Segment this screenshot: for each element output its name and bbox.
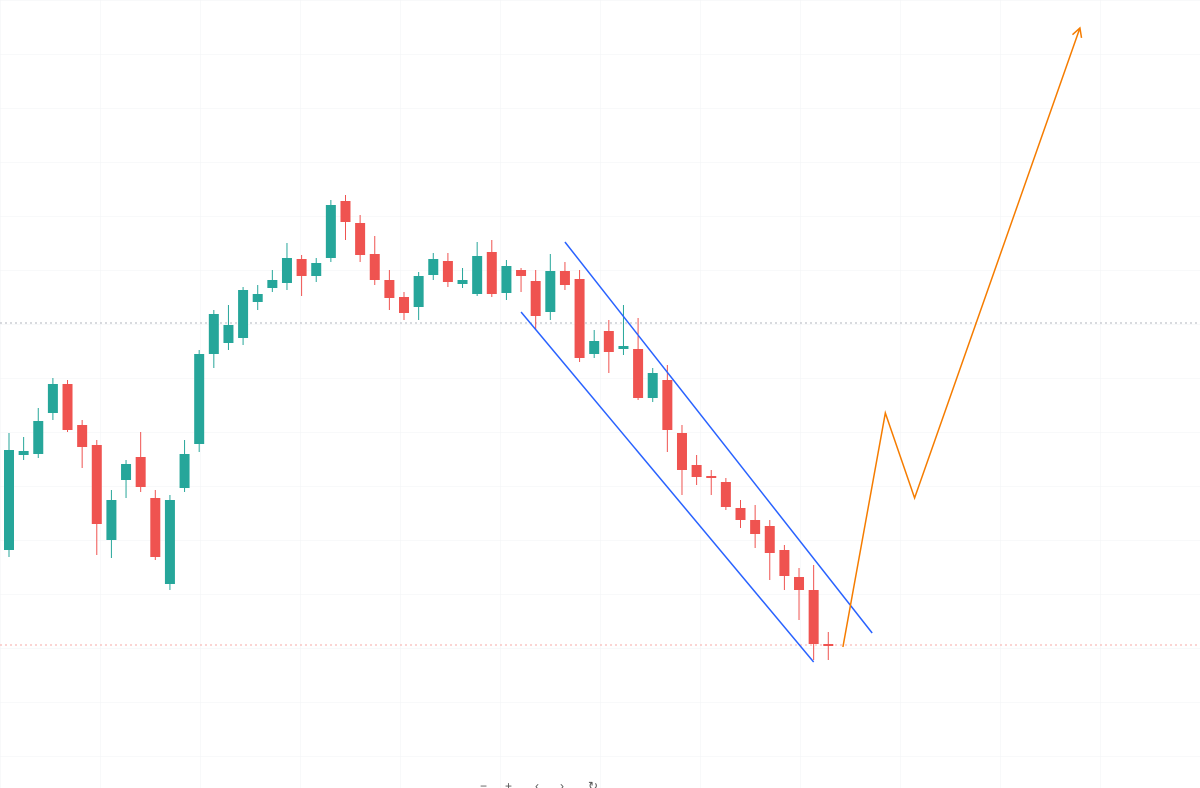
zoom-in[interactable]: +	[505, 779, 512, 788]
candle-body	[355, 223, 366, 255]
candle-body	[18, 451, 29, 455]
candle-body	[501, 266, 512, 293]
candle-body	[384, 280, 395, 298]
candle-body	[779, 550, 790, 576]
candle-body	[208, 314, 219, 354]
candle-body	[545, 271, 556, 312]
candle-body	[428, 259, 439, 275]
candle-body	[223, 325, 234, 343]
candle-body	[369, 254, 380, 280]
candle-body	[662, 380, 673, 430]
candle-body	[4, 450, 14, 550]
candle-body	[399, 297, 410, 313]
candle-body	[735, 508, 746, 520]
candle-body	[442, 261, 453, 282]
reset[interactable]: ↻	[588, 779, 598, 788]
candle-body	[472, 256, 483, 294]
arrow-head	[1071, 26, 1083, 38]
candle-body	[603, 331, 614, 352]
toolbar: − + ‹ › ↻	[480, 779, 598, 788]
candle-body	[238, 290, 249, 338]
trend-drawing	[520, 311, 815, 663]
candle-body	[516, 270, 527, 276]
candle-body	[77, 425, 88, 447]
candle-body	[62, 384, 73, 430]
candle-body	[179, 454, 190, 488]
candle-body	[764, 526, 775, 553]
candle-body	[706, 476, 717, 478]
candle-body	[267, 280, 278, 288]
candle-body	[457, 280, 468, 284]
candle-body	[676, 433, 687, 470]
candle-body	[340, 201, 351, 222]
candle-body	[296, 259, 307, 276]
candle-body	[574, 279, 585, 358]
candle-body	[135, 457, 146, 487]
scroll-left[interactable]: ‹	[535, 779, 539, 788]
candle-body	[164, 500, 175, 584]
scroll-right[interactable]: ›	[560, 779, 564, 788]
candle-body	[808, 590, 819, 644]
candle-body	[47, 384, 58, 413]
candle-body	[589, 341, 600, 354]
candle-body	[720, 482, 731, 507]
candle-body	[281, 258, 292, 283]
candle-body	[691, 465, 702, 477]
candle-body	[618, 346, 629, 349]
candle-body	[121, 464, 132, 480]
candle-body	[559, 271, 570, 285]
candle-body	[91, 445, 102, 524]
trend-drawing	[564, 241, 873, 634]
candle-body	[413, 276, 424, 307]
candle-body	[194, 354, 205, 444]
candle-body	[633, 349, 644, 398]
candle-body	[106, 500, 117, 540]
candle-body	[150, 498, 161, 557]
candle-body	[33, 421, 44, 454]
zoom-out[interactable]: −	[480, 779, 487, 788]
candle-body	[750, 520, 761, 534]
candle-body	[252, 294, 263, 302]
candle-body	[486, 252, 497, 294]
candle-body	[530, 281, 541, 316]
candle-body	[794, 577, 805, 590]
candle-body	[325, 205, 336, 258]
candle-body	[823, 644, 834, 646]
candle-body	[647, 373, 658, 398]
candle-body	[311, 263, 322, 276]
trend-drawing	[842, 27, 1081, 648]
